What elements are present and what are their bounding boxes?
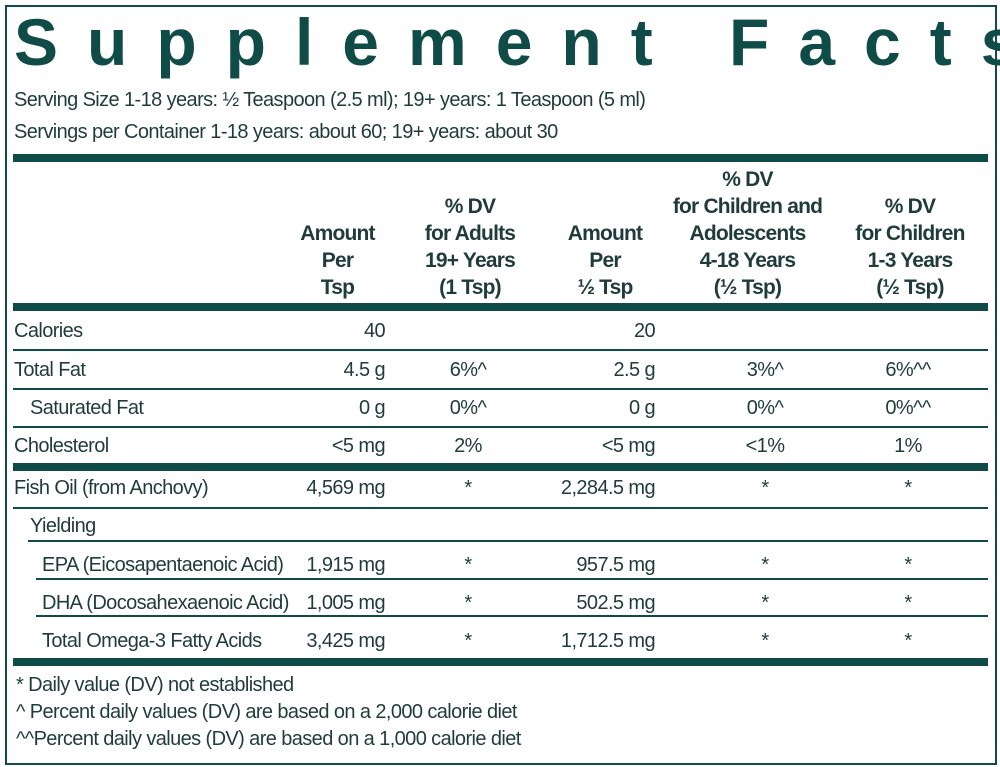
column-header-line: for Children xyxy=(855,222,965,245)
column-header-line: 4-18 Years xyxy=(699,249,796,272)
column-header-line: 19+ Years xyxy=(425,249,516,272)
nutrient-value: * xyxy=(761,477,769,499)
table-row: Saturated Fat 0 g 0%^ 0 g 0%^ 0%^^ xyxy=(0,393,1000,423)
divider-thick xyxy=(13,463,988,471)
nutrient-value: 4.5 g xyxy=(343,359,386,381)
divider-thin xyxy=(36,578,988,580)
serving-size: Serving Size 1-18 years: ½ Teaspoon (2.5… xyxy=(14,89,646,111)
nutrient-value: 6%^^ xyxy=(885,359,931,381)
column-header-line: Adolescents xyxy=(689,222,806,245)
nutrient-value: * xyxy=(761,592,769,614)
divider-thin xyxy=(13,388,988,390)
nutrient-value: 1,915 mg xyxy=(306,554,385,576)
nutrient-value: * xyxy=(904,477,912,499)
divider-thin xyxy=(13,507,988,509)
nutrient-value: * xyxy=(904,554,912,576)
column-header-line: Per xyxy=(321,249,354,272)
table-row: Total Omega-3 Fatty Acids 3,425 mg * 1,712.… xyxy=(0,626,1000,656)
nutrient-label: Total Omega-3 Fatty Acids xyxy=(42,630,262,652)
column-header-line: ½ Tsp xyxy=(577,276,633,299)
nutrient-value: 1% xyxy=(894,435,922,457)
nutrient-value: 0%^ xyxy=(449,397,487,419)
nutrient-value: <5 mg xyxy=(331,435,386,457)
divider-thin xyxy=(28,540,988,542)
nutrient-value: 3,425 mg xyxy=(306,630,385,652)
nutrient-value: 957.5 mg xyxy=(576,554,655,576)
nutrient-value: 40 xyxy=(363,320,386,342)
nutrient-value: 20 xyxy=(633,320,656,342)
divider-thick xyxy=(13,154,988,162)
table-row: Cholesterol <5 mg 2% <5 mg <1% 1% xyxy=(0,431,1000,461)
table-row: EPA (Eicosapentaenoic Acid) 1,915 mg * 957.… xyxy=(0,550,1000,580)
table-row: Calories 40 20 xyxy=(0,316,1000,346)
nutrient-label: Fish Oil (from Anchovy) xyxy=(14,477,209,499)
nutrient-label: Yielding xyxy=(30,515,96,537)
nutrient-value: 1,712.5 mg xyxy=(560,630,656,652)
nutrient-value: * xyxy=(904,630,912,652)
column-header-line: for Adults xyxy=(424,222,516,245)
column-header-line: Tsp xyxy=(320,276,355,299)
nutrient-value: <1% xyxy=(745,435,785,457)
nutrient-value: 0 g xyxy=(628,397,656,419)
nutrient-label: Total Fat xyxy=(14,359,86,381)
table-row: DHA (Docosahexaenoic Acid) 1,005 mg * 502.5… xyxy=(0,588,1000,618)
divider-thick xyxy=(13,303,988,311)
table-row: Fish Oil (from Anchovy) 4,569 mg * 2,284.5 … xyxy=(0,473,1000,503)
column-header-line: % DV xyxy=(722,168,773,191)
nutrient-label: Cholesterol xyxy=(14,435,109,457)
column-header: Amount Per Tsp xyxy=(290,220,385,301)
column-header-line: Per xyxy=(589,249,621,272)
nutrient-label: Saturated Fat xyxy=(30,397,144,419)
nutrient-label: DHA (Docosahexaenoic Acid) xyxy=(42,592,289,614)
column-header-line: % DV xyxy=(884,195,936,218)
column-header: % DV for Adults 19+ Years (1 Tsp) xyxy=(405,193,535,301)
column-header: Amount Per ½ Tsp xyxy=(550,220,660,301)
table-row: Yielding xyxy=(0,511,1000,541)
nutrient-value: 6%^ xyxy=(449,359,487,381)
nutrient-value: 4,569 mg xyxy=(306,477,385,499)
nutrient-label: Calories xyxy=(14,320,83,342)
column-header-line: (½ Tsp) xyxy=(876,276,944,299)
divider-thin xyxy=(13,426,988,428)
divider-thin xyxy=(36,615,988,617)
column-header-line: (½ Tsp) xyxy=(713,276,782,299)
footnote: ^ Percent daily values (DV) are based on… xyxy=(16,701,517,723)
divider-thick xyxy=(13,658,988,666)
column-header-line: % DV xyxy=(444,195,496,218)
nutrient-value: * xyxy=(761,554,769,576)
nutrient-value: 3%^ xyxy=(746,359,784,381)
table-row: Total Fat 4.5 g 6%^ 2.5 g 3%^ 6%^^ xyxy=(0,355,1000,385)
divider-thin xyxy=(13,349,988,351)
footnote: * Daily value (DV) not established xyxy=(16,674,294,696)
nutrient-value: * xyxy=(904,592,912,614)
column-header: % DV for Children and Adolescents 4-18 Year… xyxy=(660,166,835,301)
nutrient-value: 2.5 g xyxy=(613,359,656,381)
nutrient-value: * xyxy=(761,630,769,652)
column-header: % DV for Children 1-3 Years (½ Tsp) xyxy=(845,193,975,301)
nutrient-value: 502.5 mg xyxy=(576,592,655,614)
footnote: ^^Percent daily values (DV) are based on… xyxy=(16,728,521,750)
nutrient-value: 1,005 mg xyxy=(306,592,385,614)
column-header-line: (1 Tsp) xyxy=(439,276,501,299)
nutrient-value: * xyxy=(464,592,472,614)
nutrient-value: <5 mg xyxy=(601,435,656,457)
nutrient-value: 2,284.5 mg xyxy=(560,477,656,499)
servings-per-container: Servings per Container 1-18 years: about… xyxy=(14,121,558,143)
column-header-line: Amount xyxy=(300,222,375,245)
nutrient-value: 0%^^ xyxy=(885,397,931,419)
column-header-line: Amount xyxy=(567,222,643,245)
nutrient-value: 0%^ xyxy=(746,397,784,419)
column-header-line: 1-3 Years xyxy=(867,249,953,272)
nutrient-value: 0 g xyxy=(358,397,386,419)
nutrient-label: EPA (Eicosapentaenoic Acid) xyxy=(42,554,284,576)
nutrient-value: * xyxy=(464,477,472,499)
nutrient-value: * xyxy=(464,630,472,652)
nutrient-value: * xyxy=(464,554,472,576)
nutrient-value: 2% xyxy=(454,435,482,457)
label-frame xyxy=(5,5,997,765)
column-header-line: for Children and xyxy=(672,195,823,218)
page-title: Supplement Facts xyxy=(14,5,1000,79)
